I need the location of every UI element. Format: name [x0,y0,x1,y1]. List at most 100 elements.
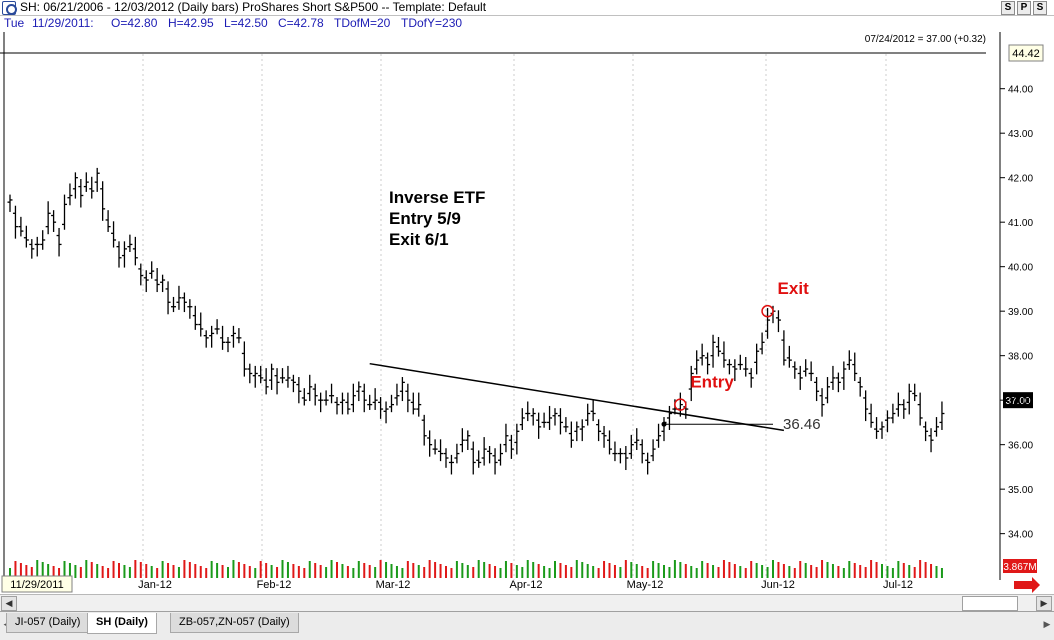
volume-bar [663,565,665,578]
volume-bar [761,565,764,578]
volume-bar [679,562,682,578]
ohlc-bar [525,401,531,422]
volume-bar [701,561,704,578]
ohlc-bar [121,241,127,268]
volume-bar [733,564,736,578]
horizontal-scrollbar[interactable]: ◀ ▶ [0,594,1054,611]
ohlc-bar [775,310,781,333]
volume-bar [330,560,333,578]
ohlc-bar [781,330,787,366]
ohlc-bar [416,392,422,417]
volume-bar [172,565,175,578]
ohlc-bar [367,394,373,410]
ohlc-bar [765,308,771,339]
app-icon [2,1,17,15]
ohlc-bar [176,285,182,310]
ohlc-bar [607,430,612,455]
ohlc-bar [12,205,18,239]
volume-bar [717,567,720,578]
ohlc-bar [421,414,427,446]
ohlc-bar [612,441,618,462]
volume-bar [488,564,491,578]
cursor-date-box [1,575,73,593]
volume-bar [728,562,731,578]
ohlc-bar [650,439,656,462]
ohlc-bar [726,359,732,375]
volume-bar [472,567,475,578]
scroll-left-arrow-icon[interactable]: ◀ [1,596,17,611]
tab-next-icon[interactable]: ▶ [1043,619,1051,629]
volume-bar [265,563,268,578]
signal-marker-label: Entry [690,373,734,392]
ohlc-bar [345,392,351,415]
info-date: 11/29/2011: [32,16,94,30]
ohlc-bar [895,392,901,417]
ohlc-bar [459,428,465,453]
ohlc-bar [808,361,814,382]
ohlc-bar [389,394,394,413]
tab-sh-daily[interactable]: SH (Daily) [87,613,157,634]
volume-bar [183,560,186,578]
ohlc-bar [209,325,215,348]
volume-bar [297,566,300,578]
last-bar-note: 07/24/2012 = 37.00 (+0.32) [865,34,986,45]
price-chart[interactable]: 36.46 Entry Exit 37.00 3.867M 44.00 43.00 42.0… [0,32,1054,594]
ohlc-bar [100,181,106,221]
volume-bar [352,568,355,578]
volume-bar [548,568,551,578]
p-button[interactable]: P [1017,1,1031,15]
y-tick-label: 43.00 [1008,129,1033,140]
ohlc-bar [906,383,912,415]
volume-bar [712,565,715,578]
volume-bar [831,564,834,578]
ohlc-bar [318,392,324,413]
ohlc-bar [585,403,591,426]
volume-bar [19,563,22,578]
volume-bar [690,566,693,578]
signal-marker-circle [761,304,774,318]
volume-bar [101,566,104,578]
volume-bar [897,561,900,578]
top-value-label: 44.42 [1012,48,1040,60]
ohlc-bar [792,361,798,379]
volume-bar [112,561,115,578]
volume-bar [537,564,540,578]
volume-bar [243,564,246,578]
volume-bar [799,561,802,578]
info-tdofm: TDofM=20 [334,16,391,30]
scroll-right-arrow-icon[interactable]: ▶ [1036,596,1052,611]
volume-bar [504,561,507,578]
ohlc-bar [329,383,335,404]
volume-bar [635,564,638,578]
ohlc-bar [901,399,907,419]
volume-bar [314,563,317,578]
s2-button[interactable]: S [1033,1,1047,15]
ohlc-bar [863,390,869,422]
volume-bar [842,568,845,578]
tab-zb-zn[interactable]: ZB-057,ZN-057 (Daily) [170,613,299,633]
volume-bar [908,565,911,578]
ohlc-bar [45,201,51,235]
volume-bar [412,563,415,578]
bar-info-line: Tue 11/29/2011: O=42.80 H=42.95 L=42.50 … [0,16,1054,32]
ohlc-bar [143,270,149,293]
volume-bar [96,564,99,578]
volume-bar [118,563,120,578]
volume-bar [286,562,289,578]
ohlc-bar [590,399,596,422]
volume-bar [199,566,202,578]
ohlc-bar [116,241,122,268]
scroll-thumb[interactable] [962,596,1018,611]
ohlc-bar [23,225,29,248]
tab-ji-057[interactable]: JI-057 (Daily) [6,613,90,633]
volume-bar [167,563,170,578]
ohlc-bar [917,392,923,426]
s-button[interactable]: S [1001,1,1015,15]
ohlc-bar [203,330,209,348]
volume-bar [810,565,813,578]
ohlc-bar [934,417,939,437]
volume-bar [608,563,611,578]
ohlc-bar [596,419,602,442]
ohlc-bar [214,319,220,335]
ohlc-bar [29,239,35,259]
